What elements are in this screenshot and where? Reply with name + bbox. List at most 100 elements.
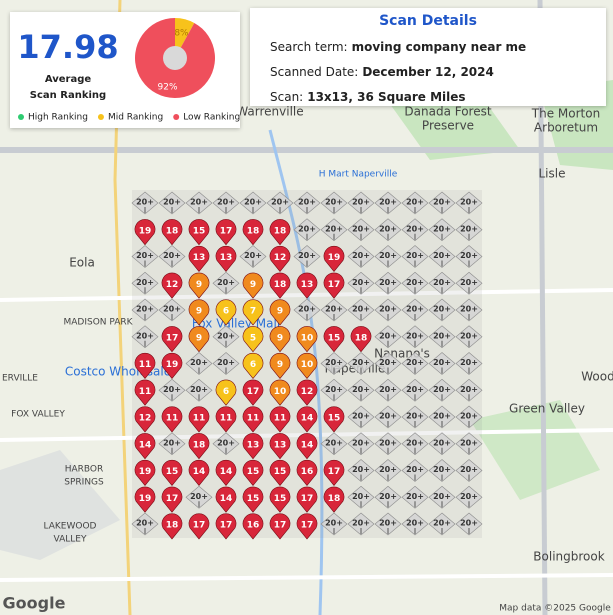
unranked-label: 20+	[406, 305, 424, 314]
unranked-marker	[401, 298, 429, 322]
summary-card: 17.98 Average Scan Ranking 8% 92% High Ran…	[10, 12, 240, 128]
rank-pin	[296, 433, 318, 460]
rank-value: 9	[277, 333, 283, 343]
unranked-label: 20+	[379, 438, 397, 447]
rank-value: 9	[250, 280, 256, 290]
unranked-marker	[428, 485, 456, 509]
place-label: MADISON PARK	[63, 318, 133, 328]
unranked-marker	[374, 245, 402, 268]
detail-row: Scan: 13x13, 36 Square Miles	[270, 85, 606, 110]
unranked-label: 20+	[406, 278, 424, 287]
unranked-label: 20+	[433, 385, 451, 394]
unranked-label: 20+	[352, 251, 370, 260]
unranked-marker	[347, 378, 375, 402]
unranked-label: 20+	[379, 331, 397, 340]
unranked-marker	[401, 271, 429, 295]
unranked-marker	[347, 485, 375, 509]
unranked-label: 20+	[271, 198, 289, 207]
rank-value: 18	[166, 521, 179, 531]
rank-pin	[242, 379, 264, 406]
unranked-label: 20+	[352, 438, 370, 447]
unranked-label: 20+	[352, 305, 370, 314]
unranked-label: 20+	[352, 278, 370, 287]
place-label: Lisle	[539, 167, 566, 181]
road	[0, 573, 613, 582]
rank-value: 11	[139, 360, 152, 370]
unranked-label: 20+	[433, 224, 451, 233]
unranked-marker	[428, 405, 456, 429]
unranked-label: 20+	[190, 198, 208, 207]
unranked-label: 20+	[352, 224, 370, 233]
unranked-marker	[428, 245, 456, 268]
unranked-marker	[428, 271, 456, 295]
rank-value: 17	[274, 521, 287, 531]
rank-pin	[188, 459, 210, 486]
unranked-marker	[401, 352, 429, 375]
rank-pin	[350, 326, 372, 353]
place-label: Danada Forest	[404, 105, 491, 119]
rank-value: 18	[193, 440, 206, 450]
unranked-marker	[347, 245, 375, 268]
rank-pin	[242, 299, 264, 326]
unranked-marker	[131, 325, 159, 349]
unranked-marker	[455, 245, 483, 268]
rank-pin	[296, 486, 318, 513]
unranked-label: 20+	[379, 465, 397, 474]
unranked-label: 20+	[352, 492, 370, 501]
place-label: Warrenville	[236, 105, 303, 119]
rank-pin	[215, 219, 237, 246]
rank-pin	[215, 379, 237, 406]
unranked-label: 20+	[244, 198, 262, 207]
unranked-marker	[428, 191, 456, 215]
rank-value: 15	[328, 333, 341, 343]
rank-value: 15	[274, 494, 287, 504]
rank-value: 11	[193, 414, 206, 424]
unranked-marker	[374, 352, 402, 375]
unranked-label: 20+	[190, 358, 208, 367]
rank-pin	[323, 406, 345, 433]
unranked-marker	[455, 405, 483, 429]
rank-value: 15	[328, 414, 341, 424]
unranked-marker	[428, 512, 456, 536]
unranked-marker	[347, 271, 375, 295]
unranked-marker	[401, 245, 429, 268]
rank-value: 11	[274, 414, 287, 424]
unranked-label: 20+	[325, 358, 343, 367]
unranked-label: 20+	[379, 278, 397, 287]
rank-pin	[134, 219, 156, 246]
place-label: The Morton	[531, 107, 600, 121]
rank-value: 14	[193, 467, 206, 477]
unranked-label: 20+	[352, 198, 370, 207]
place-label: Map data ©2025 Google	[499, 604, 611, 614]
unranked-marker	[401, 378, 429, 402]
rank-pin	[188, 433, 210, 460]
unranked-label: 20+	[163, 198, 181, 207]
unranked-label: 20+	[298, 305, 316, 314]
rank-value: 17	[193, 521, 206, 531]
rank-value: 6	[223, 307, 229, 317]
rank-pin	[269, 272, 291, 299]
rank-value: 17	[301, 521, 314, 531]
rank-pin	[134, 486, 156, 513]
legend-label: Low Ranking	[183, 113, 240, 123]
unranked-marker	[428, 352, 456, 375]
place-label: Eola	[69, 256, 95, 270]
rank-pin	[269, 406, 291, 433]
unranked-marker	[239, 245, 267, 268]
unranked-marker	[293, 298, 321, 322]
park	[470, 400, 600, 500]
unranked-label: 20+	[325, 385, 343, 394]
rank-value: 15	[193, 226, 206, 236]
unranked-label: 20+	[217, 331, 235, 340]
unranked-label: 20+	[433, 465, 451, 474]
place-label: Green Valley	[509, 402, 585, 416]
rank-value: 9	[277, 307, 283, 317]
rank-value: 17	[328, 467, 341, 477]
rank-value: 18	[247, 226, 260, 236]
unranked-label: 20+	[190, 492, 208, 501]
place-label: VALLEY	[54, 535, 87, 545]
rank-pin	[269, 326, 291, 353]
unranked-label: 20+	[163, 438, 181, 447]
rank-value: 17	[220, 226, 233, 236]
place-label: SPRINGS	[64, 478, 104, 488]
